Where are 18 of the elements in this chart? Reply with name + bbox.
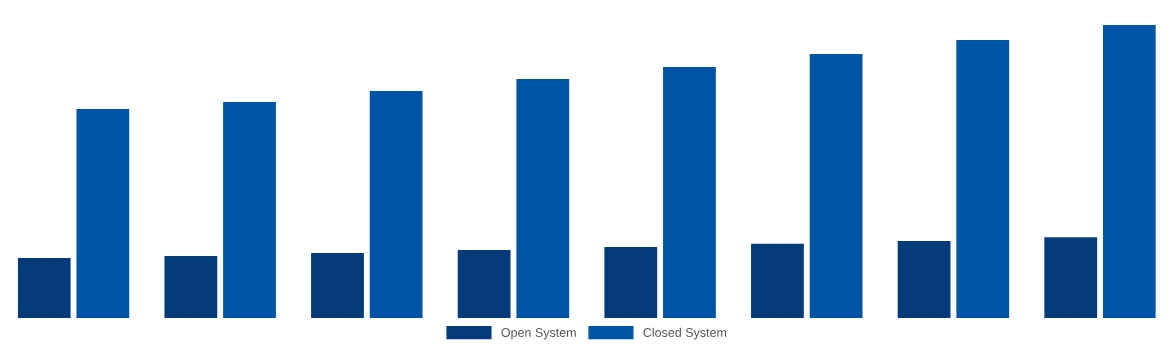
bar [311, 252, 364, 318]
bar [663, 66, 716, 318]
bar [809, 54, 863, 318]
bar [1044, 237, 1098, 318]
bar [897, 240, 951, 318]
bar [17, 257, 71, 318]
bar [956, 39, 1010, 318]
bar [76, 109, 130, 318]
bar [369, 90, 423, 318]
bar [223, 102, 276, 318]
bar [164, 255, 218, 318]
bar [516, 78, 570, 318]
legend-label: Closed System [643, 327, 727, 340]
bar [751, 243, 804, 318]
bar [604, 247, 658, 318]
legend-label: Open System [501, 328, 576, 340]
bar [1103, 25, 1156, 318]
bar [457, 250, 511, 318]
